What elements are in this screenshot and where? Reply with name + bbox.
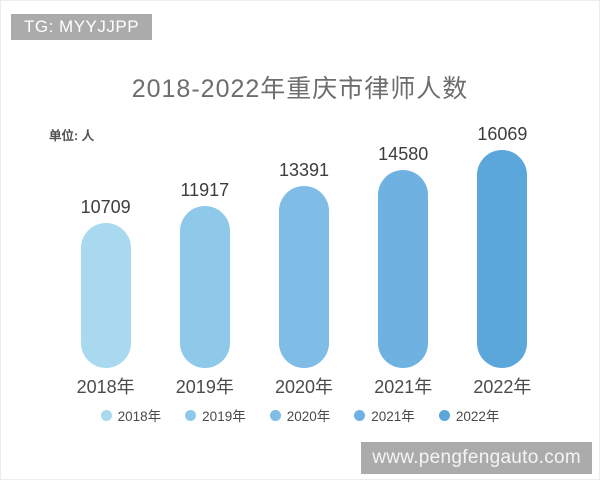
legend-dot-icon	[354, 409, 366, 421]
legend-label: 2020年	[286, 409, 331, 424]
bar-value-label: 11917	[180, 180, 230, 200]
watermark-bottom-badge: www.pengfengauto.com	[361, 442, 592, 474]
bar-column-2022: 16069	[453, 124, 552, 368]
legend: 2018年 2019年 2020年 2021年 2022年	[1, 405, 599, 425]
bar-value-label: 10709	[80, 197, 131, 217]
legend-item-2020: 2020年	[269, 405, 331, 425]
x-axis-label-2020: 2020年	[274, 377, 334, 397]
bar-column-2020: 13391	[254, 150, 353, 368]
bar-column-2021: 14580	[354, 144, 453, 368]
legend-dot-icon	[438, 409, 450, 421]
bar-column-2018: 10709	[56, 150, 155, 368]
chart-title: 2018-2022年重庆市律师人数	[131, 75, 469, 103]
legend-label: 2022年	[455, 409, 500, 424]
bar-chart-plot-area: 10709 11917 13391 14580 16069	[56, 124, 552, 368]
legend-item-2022: 2022年	[438, 405, 500, 425]
bar-value-label: 14580	[378, 144, 429, 164]
x-axis-label-2021: 2021年	[374, 377, 433, 397]
legend-label: 2021年	[371, 409, 415, 424]
legend-dot-icon	[100, 409, 112, 421]
bar-2020	[279, 186, 329, 368]
legend-dot-icon	[269, 409, 281, 421]
legend-label: 2019年	[202, 409, 246, 424]
unit-label: 单位: 人	[49, 129, 95, 143]
bar-2021	[378, 170, 429, 368]
x-axis-labels: 2018年 2019年 2020年 2021年 2022年	[56, 373, 552, 399]
x-axis-label-2022: 2022年	[473, 377, 532, 397]
legend-item-2021: 2021年	[354, 405, 415, 425]
bar-2018	[80, 223, 131, 368]
bar-value-label: 16069	[477, 124, 528, 144]
bar-2019	[179, 206, 230, 368]
legend-label: 2018年	[117, 409, 162, 424]
x-axis-label-2019: 2019年	[175, 377, 234, 397]
legend-item-2018: 2018年	[100, 405, 162, 425]
legend-item-2019: 2019年	[185, 405, 246, 425]
bar-2022	[477, 150, 528, 368]
legend-dot-icon	[185, 409, 197, 421]
x-axis-label-2018: 2018年	[76, 377, 135, 397]
watermark-top-badge: TG: MYYJJPP	[11, 14, 153, 40]
bar-value-label: 13391	[278, 160, 330, 180]
bar-column-2019: 11917	[155, 150, 254, 368]
